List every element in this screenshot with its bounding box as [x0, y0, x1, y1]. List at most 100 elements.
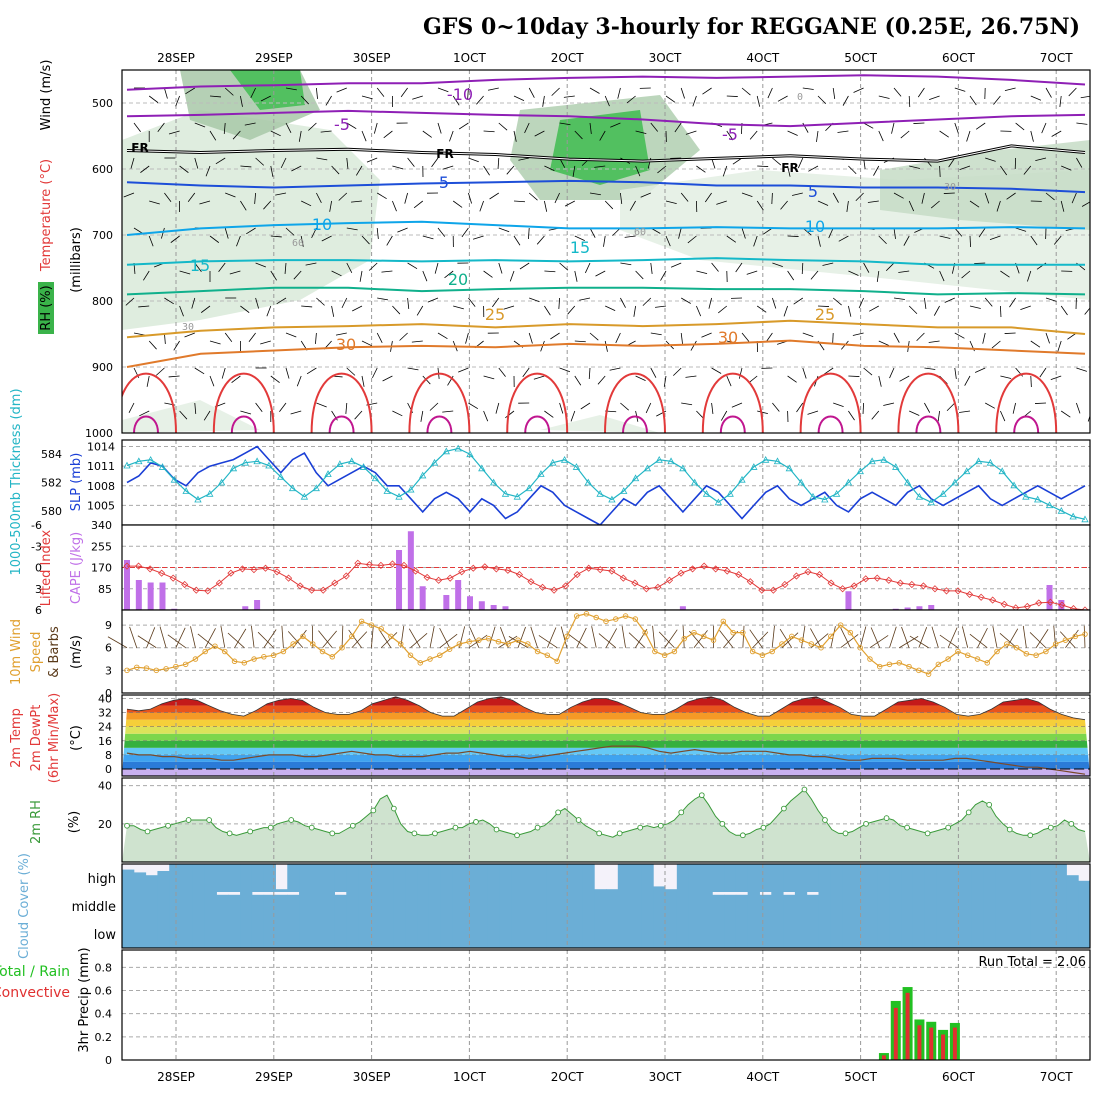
wind-barb: [1053, 235, 1062, 245]
wind-barb: [1015, 227, 1027, 232]
cloud-cell: [535, 920, 548, 948]
cloud-cell: [1030, 920, 1044, 948]
wind-barb: [321, 235, 332, 242]
cloud-cell: [452, 920, 465, 948]
wind-barb: [437, 122, 442, 134]
freezing-level-inner: [126, 145, 1086, 162]
isotherm-label: 30: [336, 335, 356, 354]
rh-marker: [575, 817, 582, 823]
cape-lifted-index-panel: -6 -3 0 3 6 340 255 170 85 Lifted Index CAPE (J/kg…: [31, 519, 1091, 617]
wind-barb: [572, 165, 576, 177]
wind-barb: [468, 402, 479, 410]
lifted-index-marker: [146, 565, 154, 573]
wind-barb: [685, 375, 697, 378]
wind-barb: [1057, 340, 1062, 352]
wind-barb: [574, 340, 586, 343]
thickness-marker: [951, 478, 959, 486]
wind-speed-marker: [515, 637, 521, 643]
wind-barb: [620, 262, 632, 266]
wind-barb: [908, 305, 918, 315]
cloud-cell: [546, 892, 560, 920]
wind-barb: [629, 200, 636, 211]
wind-barb: [948, 157, 956, 168]
wind-speed-marker: [808, 641, 815, 647]
cloud-cell: [889, 892, 902, 920]
isotherm-label: FR: [436, 147, 453, 161]
thickness-tick-label: 584: [41, 448, 62, 461]
wind-barb: [903, 235, 910, 246]
wind-barb: [939, 270, 945, 282]
wind-barb: [991, 340, 1001, 349]
isotherm-35-dome: [701, 372, 764, 433]
wind-barb: [544, 305, 551, 316]
cloud-cell: [806, 920, 819, 948]
top-date-label: 2OCT: [551, 51, 584, 65]
wind-barb: [184, 332, 195, 338]
cloud-cell: [771, 892, 784, 920]
wind-barb: [878, 130, 884, 142]
wind-barb: [157, 122, 165, 133]
wind-barb: [889, 367, 895, 379]
wind-barb: [848, 165, 857, 175]
cloud-cell: [346, 864, 359, 892]
cloud-cell: [216, 864, 229, 892]
cloud-cell: [830, 892, 843, 920]
lifted-index-marker: [839, 585, 847, 593]
thickness-marker: [620, 487, 628, 494]
wind-barb: [984, 297, 993, 307]
wind-barb: [954, 227, 963, 237]
wind-barb: [194, 367, 205, 375]
wind-barb: [529, 297, 540, 303]
cloud-cell: [369, 864, 383, 892]
wind-barb: [909, 635, 929, 649]
wind-barb: [146, 627, 156, 648]
cloud-cell: [971, 920, 985, 948]
rh-marker: [781, 805, 787, 812]
thickness-marker: [501, 489, 510, 497]
wind-barb: [376, 192, 387, 200]
thickness-marker: [939, 489, 947, 497]
wind-barb: [285, 122, 292, 133]
temp-line: [126, 696, 1086, 721]
wind-barb: [139, 410, 150, 417]
wind-barb: [411, 340, 423, 343]
wind-barb: [197, 633, 216, 649]
thickness-marker: [679, 464, 687, 472]
cloud-cell: [287, 864, 300, 892]
wind-barb: [772, 262, 783, 267]
wind-barb: [696, 270, 708, 275]
thickness-marker: [513, 492, 521, 500]
cloud-cell: [1066, 892, 1079, 920]
isotherm-label: 20: [448, 270, 468, 289]
wind-barb: [719, 630, 734, 648]
wind-barb: [472, 235, 484, 240]
wind-barb: [985, 402, 996, 409]
wind-barb: [969, 200, 980, 208]
cloud-cell: [594, 892, 607, 920]
rh-area: [122, 789, 1090, 862]
cloud-cell: [181, 864, 194, 892]
cloud-cell: [428, 892, 442, 920]
wind-barb: [329, 200, 332, 212]
thickness-marker: [1045, 501, 1054, 509]
wind-barb: [1039, 367, 1047, 378]
wind-barb: [287, 631, 304, 648]
wind-barb: [889, 626, 897, 648]
isotherm-40-dome: [817, 415, 844, 433]
wind-barb: [285, 227, 295, 236]
thickness-marker: [1010, 481, 1018, 489]
cloud-cell: [783, 894, 796, 920]
wind-barb: [899, 375, 910, 382]
cape-bar: [407, 531, 414, 610]
wind-barb: [603, 235, 606, 247]
wind-barb: [848, 305, 852, 317]
wind-barb: [400, 87, 408, 98]
temp-tick-label: 40: [98, 693, 112, 706]
thickness-marker: [1069, 512, 1077, 520]
wind-barb: [205, 165, 211, 177]
thickness-marker: [383, 487, 391, 494]
cloud-cell: [641, 864, 654, 892]
wind-barb: [559, 122, 571, 126]
thickness-marker: [348, 457, 356, 465]
thickness-line: [126, 447, 1086, 520]
